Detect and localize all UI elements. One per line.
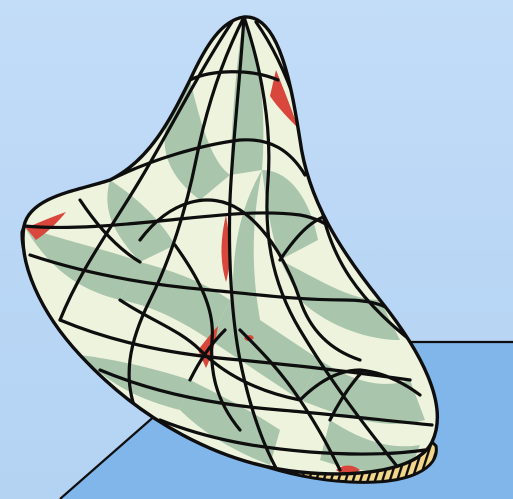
red-patch-center [221,215,230,282]
red-patch-top [270,70,298,128]
surface-outline [21,15,439,476]
